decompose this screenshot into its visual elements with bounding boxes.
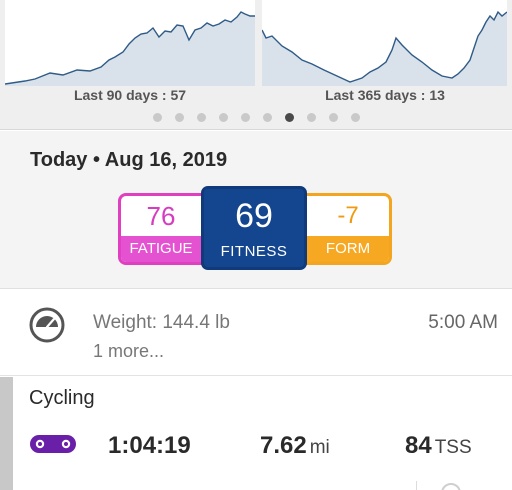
page-dot[interactable] xyxy=(219,113,228,122)
form-label: FORM xyxy=(307,236,389,262)
page-dot[interactable] xyxy=(351,113,360,122)
form-tile[interactable]: -7 FORM xyxy=(304,193,392,265)
bike-chain-icon xyxy=(30,435,76,453)
page-dot[interactable] xyxy=(241,113,250,122)
fitness-label: FITNESS xyxy=(220,243,288,260)
page-dot-active[interactable] xyxy=(285,113,294,122)
workout-status-bar xyxy=(0,377,13,490)
fatigue-tile[interactable]: 76 FATIGUE xyxy=(118,193,204,265)
workout-sport-title: Cycling xyxy=(29,387,95,409)
page-dot[interactable] xyxy=(329,113,338,122)
tss-unit: TSS xyxy=(434,437,472,458)
chart-90-days[interactable] xyxy=(5,0,255,86)
tss-value: 84 xyxy=(405,432,432,459)
page-dot[interactable] xyxy=(307,113,316,122)
gauge-icon xyxy=(29,307,65,343)
page-dot[interactable] xyxy=(153,113,162,122)
fitness-value: 69 xyxy=(235,197,273,235)
page-dot[interactable] xyxy=(175,113,184,122)
workout-entry[interactable]: Cycling 1:04:19 7.62 mi 84 TSS xyxy=(0,377,512,490)
status-circle-icon xyxy=(441,483,461,490)
fatigue-value: 76 xyxy=(146,201,176,231)
form-value: -7 xyxy=(337,202,359,229)
chart-365-days[interactable] xyxy=(262,0,507,86)
chart-90-days-graph xyxy=(5,11,255,86)
divider xyxy=(416,481,417,490)
page-dot[interactable] xyxy=(263,113,272,122)
today-summary: Today • Aug 16, 2019 76 FATIGUE 69 FITNE… xyxy=(0,131,512,289)
page-indicator[interactable] xyxy=(0,111,512,123)
workout-duration: 1:04:19 xyxy=(108,432,191,459)
fatigue-label: FATIGUE xyxy=(121,236,201,262)
fitness-chart-carousel[interactable]: Last 90 days : 57 Last 365 days : 13 xyxy=(0,0,512,130)
today-date-title: Today • Aug 16, 2019 xyxy=(30,149,228,171)
chart-365-days-label: Last 365 days : 13 xyxy=(325,87,445,103)
workout-tss: 84 TSS xyxy=(405,432,472,460)
distance-unit: mi xyxy=(309,437,330,458)
workout-distance: 7.62 mi xyxy=(260,432,330,460)
page-dot[interactable] xyxy=(197,113,206,122)
chart-365-days-graph xyxy=(262,10,507,86)
fitness-tile[interactable]: 69 FITNESS xyxy=(201,186,307,270)
metrics-entry[interactable]: Weight: 144.4 lb 1 more... 5:00 AM xyxy=(0,290,512,376)
weight-value: Weight: 144.4 lb xyxy=(93,312,230,333)
chart-90-days-label: Last 90 days : 57 xyxy=(73,87,187,103)
metrics-time: 5:00 AM xyxy=(428,312,498,333)
distance-value: 7.62 xyxy=(260,432,307,459)
more-metrics-link[interactable]: 1 more... xyxy=(93,341,165,361)
